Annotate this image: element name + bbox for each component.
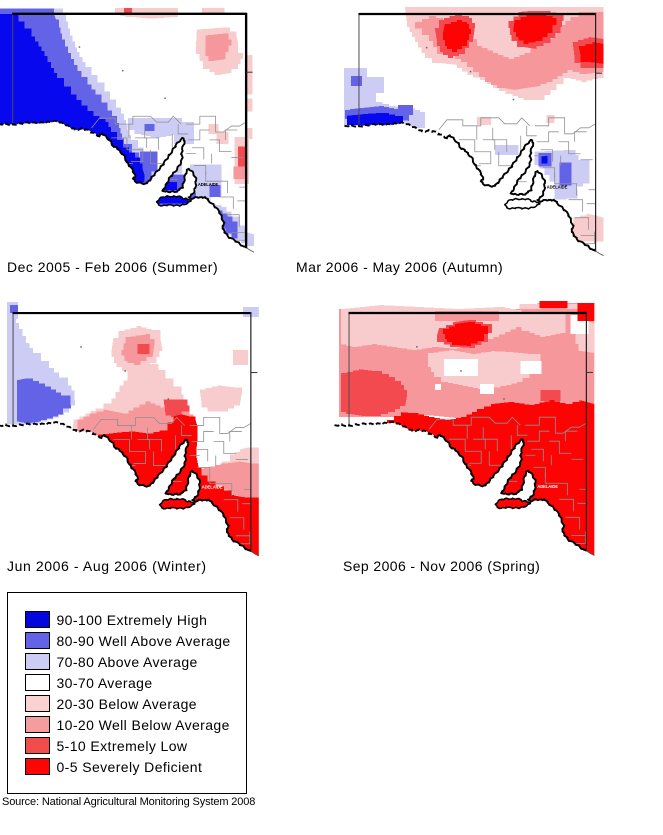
svg-text:ADELAIDE: ADELAIDE bbox=[547, 185, 568, 190]
svg-text:ADELAIDE: ADELAIDE bbox=[198, 182, 219, 187]
svg-text:ADELAIDE: ADELAIDE bbox=[201, 484, 222, 489]
svg-text:ADELAIDE: ADELAIDE bbox=[537, 484, 558, 489]
